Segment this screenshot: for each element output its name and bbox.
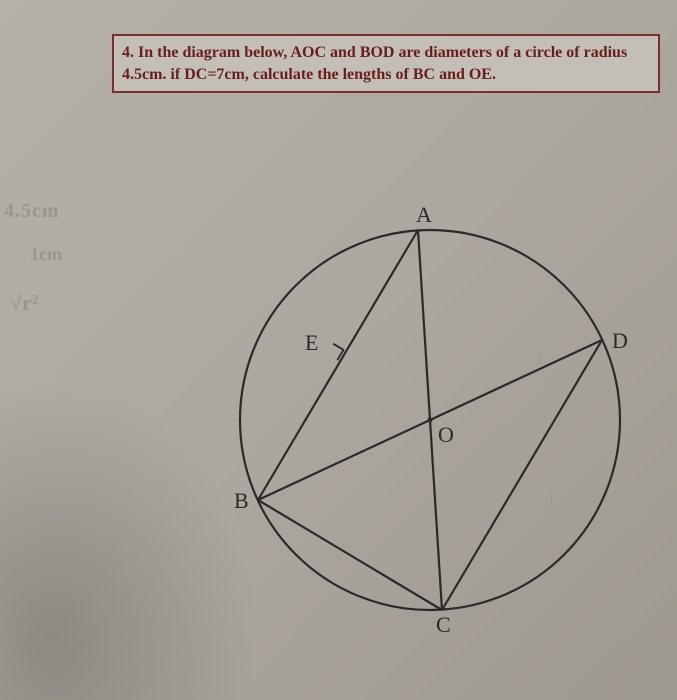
label-B: B bbox=[234, 488, 249, 513]
page-background: 4. In the diagram below, AOC and BOD are… bbox=[0, 0, 677, 700]
label-C: C bbox=[436, 612, 451, 637]
question-text: 4. In the diagram below, AOC and BOD are… bbox=[122, 44, 627, 83]
handwritten-note-3: √r² bbox=[10, 290, 38, 316]
label-E: E bbox=[305, 330, 318, 355]
handwritten-note-1: 4.5cm bbox=[4, 200, 60, 223]
label-D: D bbox=[612, 328, 628, 353]
handwritten-note-2: 1cm bbox=[30, 244, 62, 265]
geometry-diagram: A C B D E O 1 1 bbox=[200, 190, 660, 670]
center-point bbox=[428, 418, 433, 423]
segment-DC bbox=[442, 340, 602, 610]
pencil-mark-od: 1 bbox=[536, 352, 544, 369]
segment-BA bbox=[258, 230, 418, 500]
pencil-mark-dc: 1 bbox=[547, 492, 555, 509]
diagram-svg: A C B D E O 1 1 bbox=[200, 190, 660, 670]
label-O: O bbox=[438, 422, 454, 447]
question-text-box: 4. In the diagram below, AOC and BOD are… bbox=[112, 34, 660, 93]
label-A: A bbox=[416, 202, 432, 227]
geometry-group: A C B D E O 1 1 bbox=[234, 202, 628, 637]
